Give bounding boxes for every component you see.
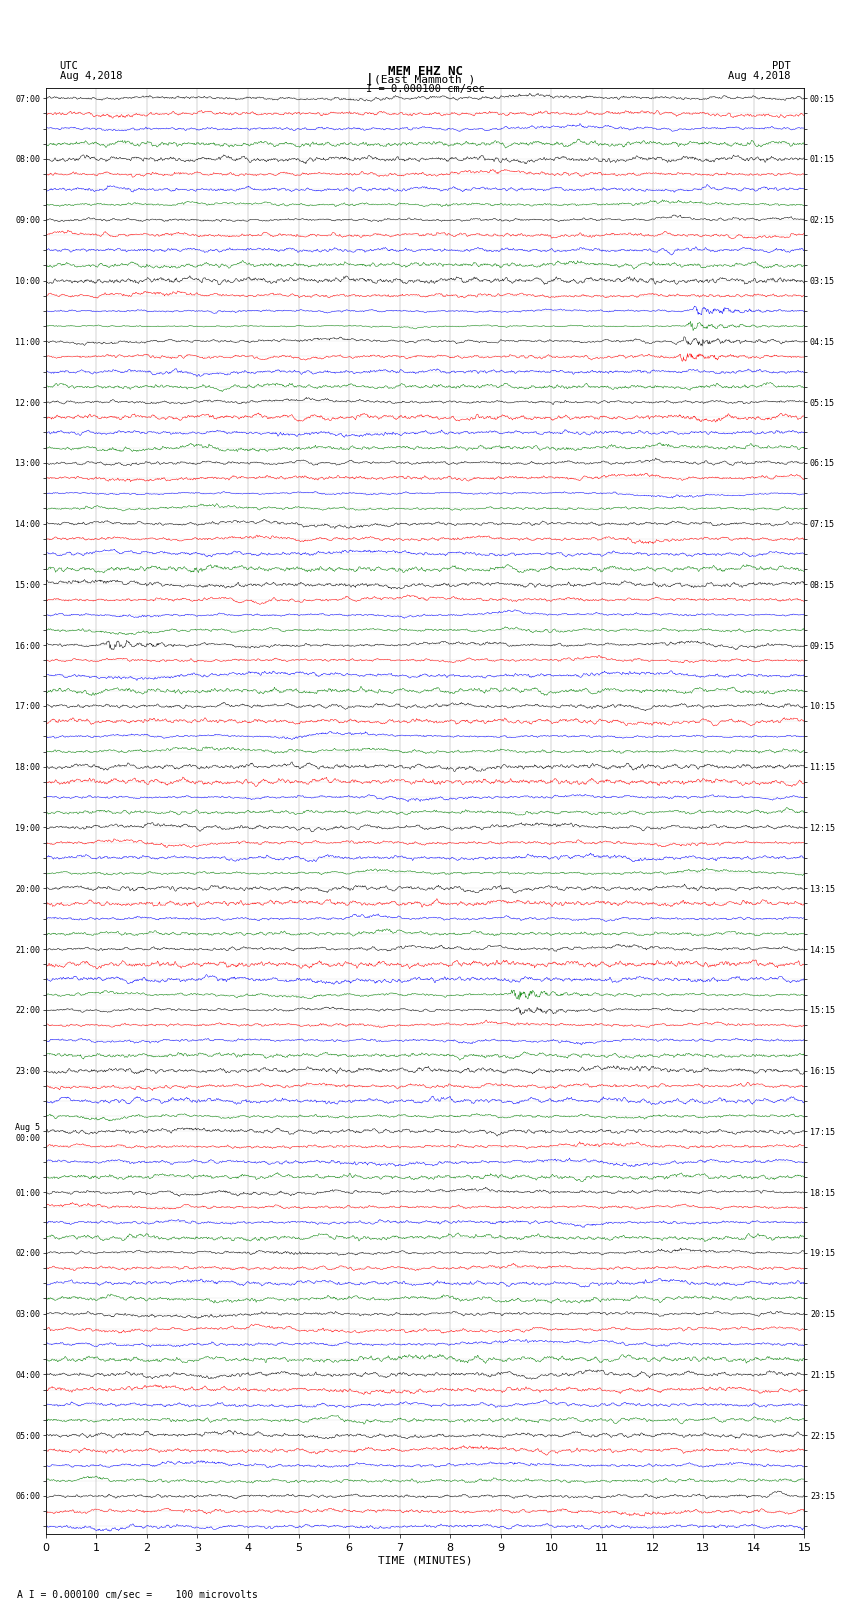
X-axis label: TIME (MINUTES): TIME (MINUTES)	[377, 1557, 473, 1566]
Text: I = 0.000100 cm/sec: I = 0.000100 cm/sec	[366, 84, 484, 94]
Text: Aug 4,2018: Aug 4,2018	[728, 71, 791, 81]
Text: |: |	[366, 73, 373, 85]
Text: Aug 4,2018: Aug 4,2018	[60, 71, 122, 81]
Text: UTC: UTC	[60, 61, 78, 71]
Text: (East Mammoth ): (East Mammoth )	[374, 74, 476, 84]
Text: MEM EHZ NC: MEM EHZ NC	[388, 65, 462, 77]
Text: A I = 0.000100 cm/sec =    100 microvolts: A I = 0.000100 cm/sec = 100 microvolts	[17, 1590, 258, 1600]
Text: PDT: PDT	[772, 61, 791, 71]
